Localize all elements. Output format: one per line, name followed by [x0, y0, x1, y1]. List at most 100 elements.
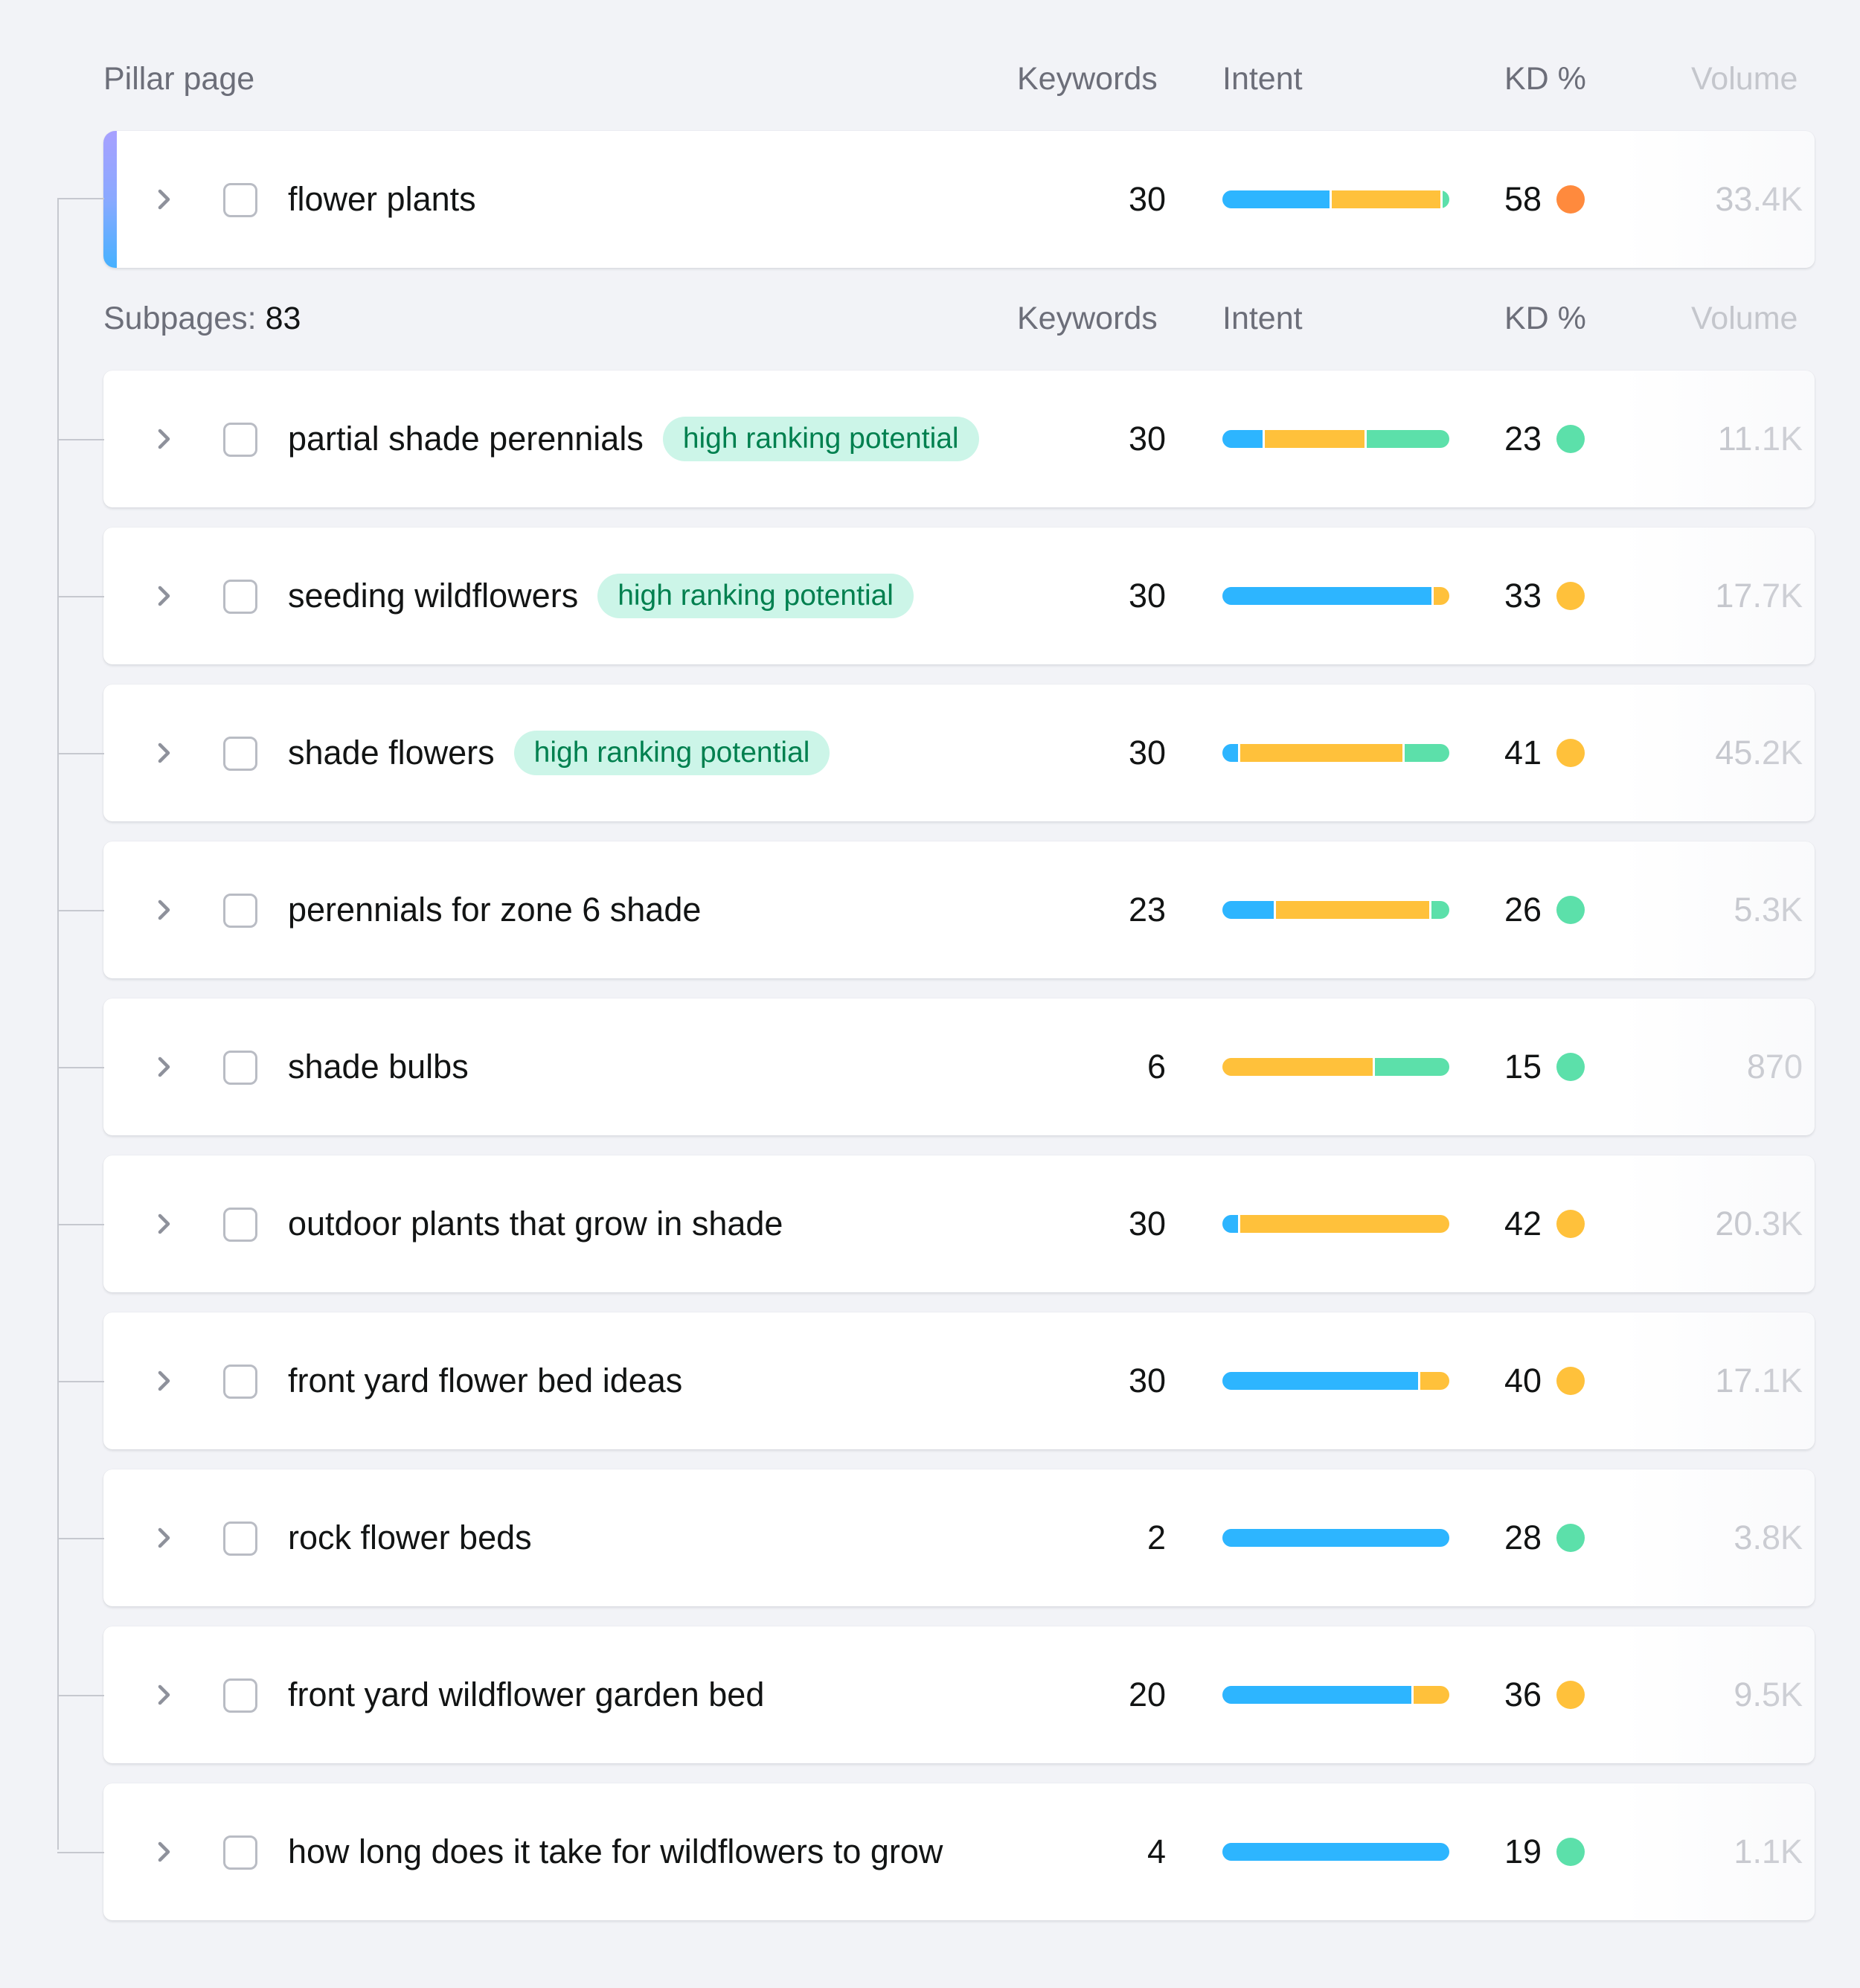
keyword-title[interactable]: shade bulbs [288, 1048, 469, 1086]
volume-column-header[interactable]: Volume [1691, 301, 1798, 336]
chevron-right-icon[interactable] [151, 1524, 178, 1551]
intent-informational-segment [1222, 190, 1330, 208]
chevron-right-icon[interactable] [151, 1367, 178, 1394]
keywords-count: 30 [1128, 420, 1166, 458]
ranking-potential-badge: high ranking potential [513, 731, 830, 775]
keywords-column-header[interactable]: Keywords [1017, 301, 1158, 336]
row-checkbox[interactable] [223, 183, 257, 217]
intent-bar [1222, 430, 1449, 448]
row-label[interactable]: outdoor plants that grow in shade [288, 1202, 783, 1246]
intent-informational-segment [1222, 1843, 1449, 1861]
table-row[interactable]: front yard flower bed ideas 30 40 17.1K [103, 1312, 1815, 1449]
kd-number: 41 [1504, 734, 1542, 772]
chevron-right-icon[interactable] [151, 1211, 178, 1237]
intent-informational-segment [1222, 1686, 1411, 1704]
chevron-right-icon[interactable] [151, 1681, 178, 1708]
row-label[interactable]: front yard flower bed ideas [288, 1359, 682, 1403]
row-checkbox[interactable] [223, 737, 257, 771]
chevron-right-icon[interactable] [151, 897, 178, 923]
row-checkbox[interactable] [223, 1208, 257, 1242]
table-row[interactable]: shade bulbs 6 15 870 [103, 998, 1815, 1135]
chevron-right-icon[interactable] [151, 1054, 178, 1080]
tree-branch [57, 596, 104, 597]
row-label[interactable]: perennials for zone 6 shade [288, 888, 701, 932]
row-label[interactable]: shade flowers high ranking potential [288, 731, 830, 775]
keyword-title[interactable]: seeding wildflowers [288, 577, 579, 615]
row-checkbox[interactable] [223, 580, 257, 614]
row-checkbox[interactable] [223, 1835, 257, 1870]
row-label[interactable]: front yard wildflower garden bed [288, 1673, 764, 1717]
table-row[interactable]: seeding wildflowers high ranking potenti… [103, 528, 1815, 664]
keywords-count: 4 [1147, 1833, 1166, 1870]
chevron-right-icon[interactable] [151, 186, 178, 213]
kd-number: 15 [1504, 1048, 1542, 1086]
tree-connector [57, 199, 59, 1850]
table-row[interactable]: shade flowers high ranking potential 30 … [103, 684, 1815, 821]
keyword-title[interactable]: flower plants [288, 180, 476, 218]
row-label[interactable]: shade bulbs [288, 1045, 469, 1089]
kd-value: 33 [1504, 574, 1585, 618]
intent-transactional-segment [1375, 1058, 1449, 1076]
kd-value: 19 [1504, 1830, 1585, 1874]
keyword-title[interactable]: front yard flower bed ideas [288, 1362, 683, 1399]
row-checkbox[interactable] [223, 1522, 257, 1556]
table-row[interactable]: perennials for zone 6 shade 23 26 5.3K [103, 841, 1815, 978]
row-label[interactable]: how long does it take for wildflowers to… [288, 1830, 943, 1874]
row-checkbox[interactable] [223, 1051, 257, 1085]
intent-informational-segment [1222, 587, 1431, 605]
keyword-title[interactable]: partial shade perennials [288, 420, 644, 458]
chevron-right-icon[interactable] [151, 1838, 178, 1865]
tree-branch [57, 1852, 104, 1853]
keyword-title[interactable]: rock flower beds [288, 1519, 532, 1556]
keyword-title[interactable]: how long does it take for wildflowers to… [288, 1833, 943, 1870]
intent-column-header[interactable]: Intent [1222, 301, 1303, 336]
intent-transactional-segment [1431, 901, 1449, 919]
row-checkbox[interactable] [223, 894, 257, 928]
intent-bar [1222, 1372, 1449, 1390]
keywords-column-header[interactable]: Keywords [1017, 61, 1158, 97]
row-label[interactable]: flower plants [288, 177, 476, 222]
kd-indicator-dot [1556, 739, 1585, 767]
kd-column-header[interactable]: KD % [1504, 301, 1586, 336]
kd-value: 23 [1504, 417, 1585, 461]
keyword-title[interactable]: front yard wildflower garden bed [288, 1676, 765, 1713]
row-checkbox[interactable] [223, 423, 257, 457]
volume-value: 5.3K [1734, 891, 1803, 929]
table-row[interactable]: rock flower beds 2 28 3.8K [103, 1469, 1815, 1606]
kd-value: 26 [1504, 888, 1585, 932]
volume-value: 3.8K [1734, 1519, 1803, 1556]
table-row[interactable]: outdoor plants that grow in shade 30 42 … [103, 1155, 1815, 1292]
keyword-title[interactable]: shade flowers [288, 734, 495, 772]
keyword-title[interactable]: outdoor plants that grow in shade [288, 1205, 783, 1242]
volume-value: 1.1K [1734, 1833, 1803, 1870]
tree-branch [57, 439, 104, 440]
kd-indicator-dot [1556, 425, 1585, 453]
volume-value: 11.1K [1717, 420, 1803, 458]
chevron-right-icon[interactable] [151, 426, 178, 452]
row-label[interactable]: rock flower beds [288, 1516, 532, 1560]
row-checkbox[interactable] [223, 1365, 257, 1399]
table-row[interactable]: front yard wildflower garden bed 20 36 9… [103, 1626, 1815, 1763]
row-label[interactable]: seeding wildflowers high ranking potenti… [288, 574, 914, 618]
volume-value: 20.3K [1715, 1205, 1803, 1242]
chevron-right-icon[interactable] [151, 740, 178, 766]
kd-column-header[interactable]: KD % [1504, 61, 1586, 97]
tree-branch [57, 1381, 104, 1382]
row-label[interactable]: partial shade perennials high ranking po… [288, 417, 979, 461]
table-row[interactable]: partial shade perennials high ranking po… [103, 371, 1815, 507]
intent-commercial-segment [1240, 1215, 1449, 1233]
intent-bar [1222, 744, 1449, 762]
table-row[interactable]: how long does it take for wildflowers to… [103, 1783, 1815, 1920]
intent-column-header[interactable]: Intent [1222, 61, 1303, 97]
pillar-row[interactable]: flower plants 30 58 33.4K [103, 131, 1815, 268]
volume-column-header[interactable]: Volume [1691, 61, 1798, 97]
pillar-page-header: Pillar page [103, 61, 255, 97]
tree-branch [57, 1695, 104, 1696]
keyword-title[interactable]: perennials for zone 6 shade [288, 891, 702, 929]
kd-number: 23 [1504, 420, 1542, 458]
kd-number: 58 [1504, 180, 1542, 218]
row-checkbox[interactable] [223, 1678, 257, 1713]
chevron-right-icon[interactable] [151, 583, 178, 609]
kd-indicator-dot [1556, 582, 1585, 610]
